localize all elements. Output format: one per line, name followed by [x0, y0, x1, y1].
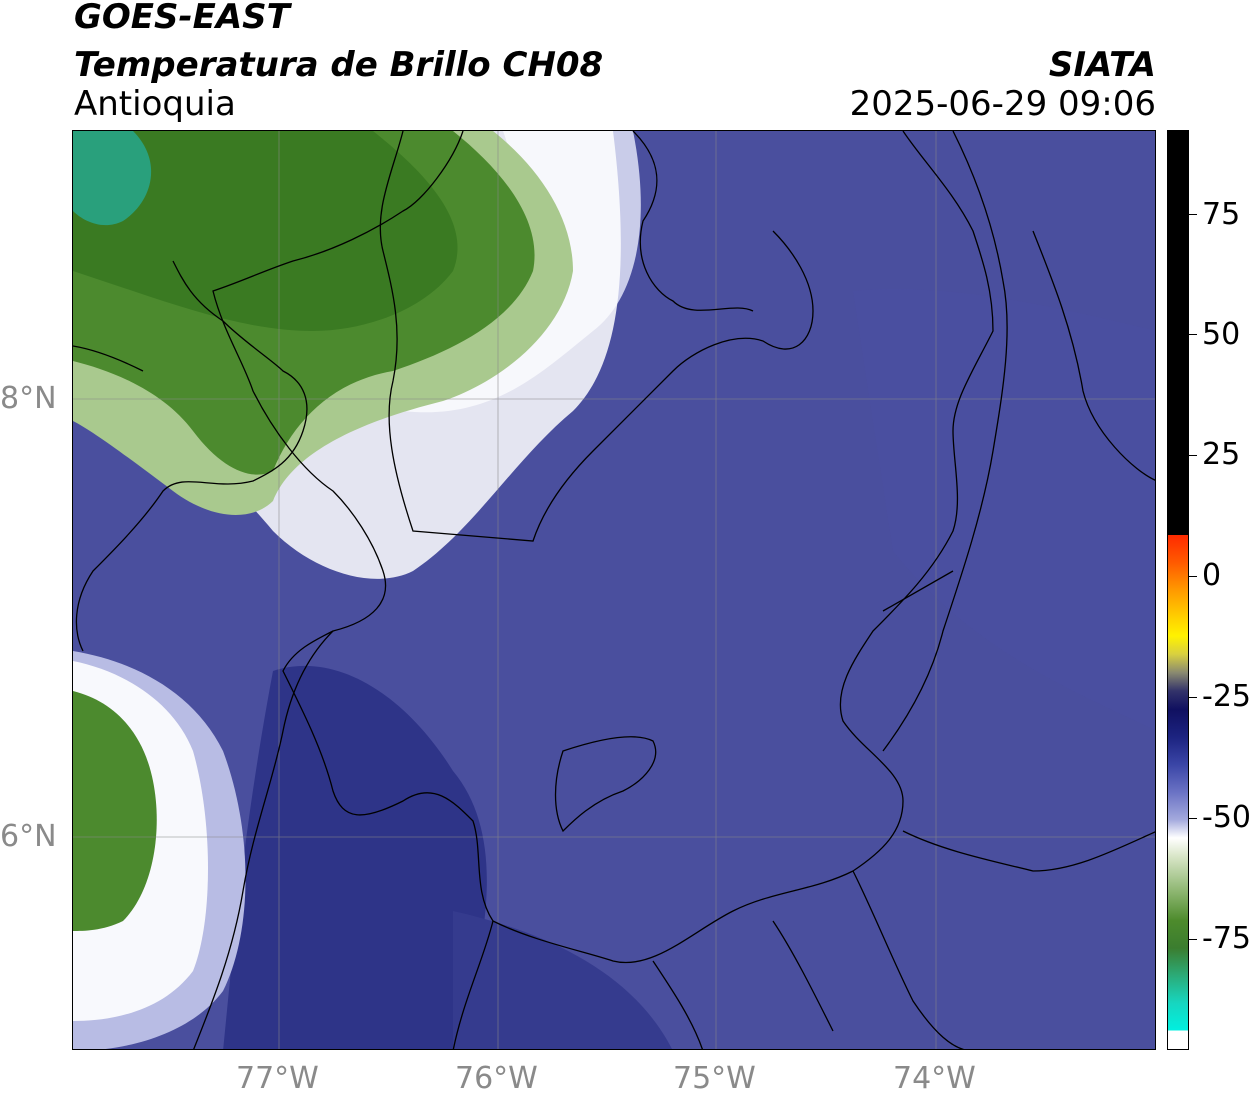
region-label: Antioquia [74, 84, 236, 124]
graticule [73, 131, 1155, 1049]
colorbar-label-50: 50 [1202, 317, 1241, 352]
colorbar-tick [1189, 576, 1197, 577]
boundaries [73, 131, 1155, 1049]
colorbar-label-minus50: -50 [1202, 800, 1251, 835]
agency-label: SIATA [1048, 45, 1156, 85]
south-border-2 [652, 960, 703, 1049]
colorbar-tick [1189, 334, 1197, 335]
bolivar-border [632, 131, 754, 312]
south-border-4 [902, 830, 1155, 872]
lat-label-8n: 8°N [0, 381, 57, 416]
map-svg [73, 131, 1155, 1049]
colorbar-tick [1189, 214, 1197, 215]
lon-label-77w: 77°W [236, 1061, 319, 1096]
colorbar-label-minus25: -25 [1202, 679, 1251, 714]
timestamp: 2025-06-29 09:06 [849, 84, 1156, 124]
colorbar-label-0: 0 [1202, 558, 1222, 593]
warmest-corner [73, 131, 152, 226]
south-border-3 [852, 870, 965, 1049]
map-frame[interactable] [72, 130, 1156, 1050]
south-border-1 [452, 920, 494, 1049]
lat-label-6n: 6°N [0, 819, 57, 854]
colorbar [1167, 130, 1189, 1050]
deep-cold-region [223, 665, 487, 1049]
lon-label-75w: 75°W [673, 1061, 756, 1096]
colorbar-tick [1189, 818, 1197, 819]
interior-line-1 [882, 570, 954, 612]
antioquia-border [212, 131, 994, 964]
product-title: Temperatura de Brillo CH08 [74, 45, 604, 85]
lon-label-74w: 74°W [893, 1061, 976, 1096]
lon-label-76w: 76°W [455, 1061, 538, 1096]
colorbar-label-minus75: -75 [1202, 921, 1251, 956]
warm-region-left [73, 691, 157, 931]
colorbar-label-25: 25 [1202, 437, 1241, 472]
colorbar-tick [1189, 697, 1197, 698]
east-border [1032, 230, 1155, 481]
santander-border [882, 131, 1008, 752]
choco-border [193, 630, 334, 1049]
sat-title: GOES-EAST [74, 0, 290, 37]
interior-line-2 [772, 920, 834, 1032]
warm-region-dark [73, 131, 458, 331]
cordoba-border [379, 131, 814, 542]
colorbar-tick [1189, 939, 1197, 940]
colorbar-label-75: 75 [1202, 197, 1241, 232]
aburra-valley [554, 736, 657, 833]
deep-cold-region-2 [453, 911, 672, 1049]
colorbar-tick [1189, 455, 1197, 456]
coastline-uraba [73, 260, 308, 652]
